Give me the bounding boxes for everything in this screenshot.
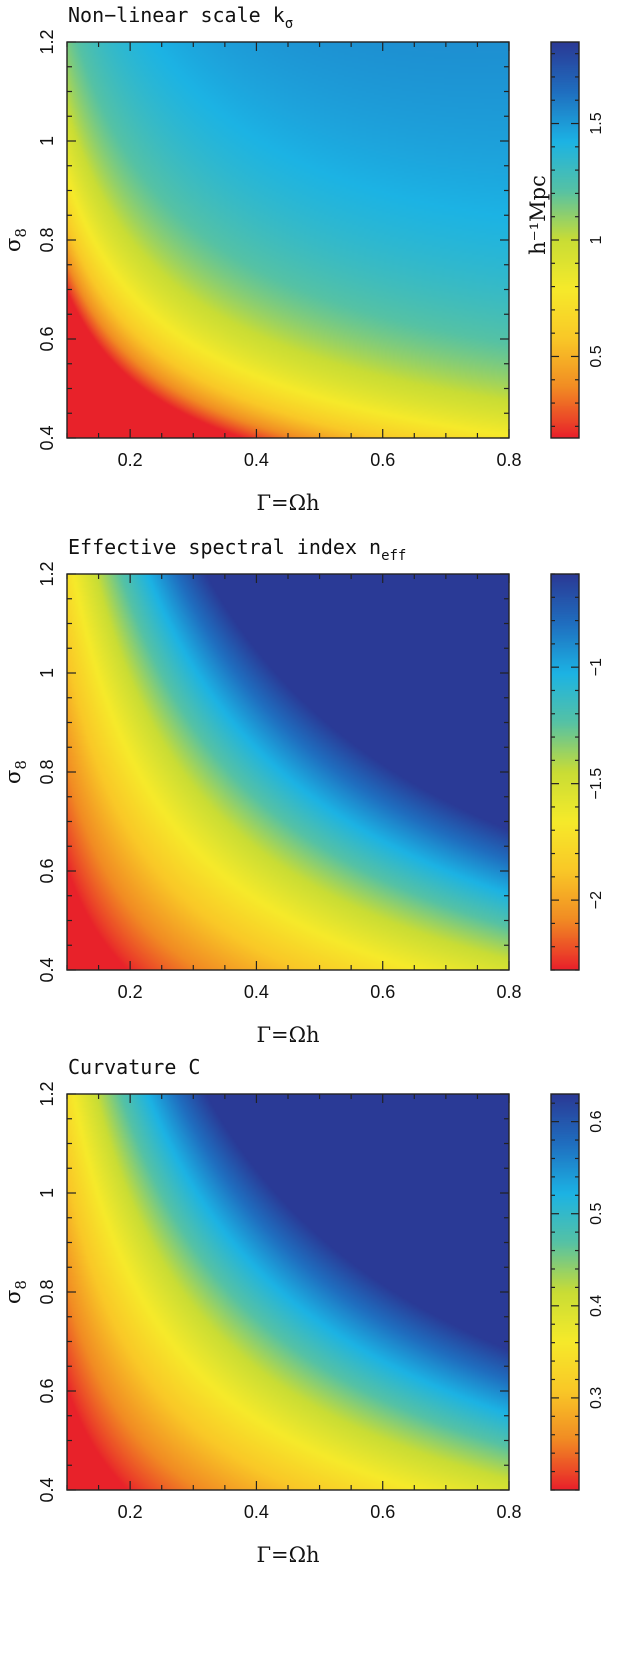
chart-title: Non−linear scale kσ (68, 3, 293, 32)
colorbar-frame (550, 1093, 580, 1491)
y-tick-label: 1.2 (37, 561, 57, 586)
colorbar-ticks: −2 −1.5 −1 (551, 573, 605, 971)
y-axis-label: σ8 (1, 760, 30, 784)
colorbar-tick-label: 0.5 (588, 345, 605, 367)
y-tick-label: 0.8 (37, 1279, 57, 1304)
colorbar-ticks: 0.5 1 1.5 (551, 53, 605, 427)
colorbar-tick-label: −1.5 (588, 768, 605, 800)
y-tick-label: 0.4 (37, 957, 57, 982)
y-tick-label: 0.6 (37, 858, 57, 883)
heatmap-image (67, 42, 509, 438)
x-tick-label: 0.2 (118, 450, 143, 470)
x-axis: 0.2 0.4 0.6 0.8 (66, 574, 522, 1002)
panel-spectral-index: Effective spectral index neff 0.2 0.4 0.6 0… (0, 532, 643, 1088)
colorbar-tick-label: 0.5 (588, 1203, 605, 1225)
y-tick-label: 1.2 (37, 1081, 57, 1106)
x-tick-label: 0.4 (244, 982, 269, 1002)
y-tick-label: 0.8 (37, 759, 57, 784)
x-tick-label: 0.8 (496, 450, 521, 470)
y-tick-label: 0.4 (37, 425, 57, 450)
y-tick-label: 0.6 (37, 326, 57, 351)
y-axis: 0.4 0.6 0.8 1 1.2 (37, 561, 509, 983)
colorbar-tick-label: 0.6 (588, 1110, 605, 1132)
y-axis-label: σ8 (1, 1280, 30, 1304)
x-tick-label: 0.6 (370, 1502, 395, 1522)
x-axis-label: Γ=Ωh (256, 491, 319, 515)
x-tick-label: 0.4 (244, 1502, 269, 1522)
colorbar (551, 1094, 579, 1490)
heatmap-chart: Effective spectral index neff 0.2 0.4 0.6 0… (1, 535, 605, 1047)
colorbar (551, 574, 579, 970)
colorbar-tick-label: 0.3 (588, 1387, 605, 1409)
heatmap-image (67, 1094, 509, 1490)
colorbar-tick-label: −1 (588, 658, 605, 676)
x-tick-label: 0.2 (118, 982, 143, 1002)
x-tick-label: 0.8 (496, 1502, 521, 1522)
y-tick-label: 0.6 (37, 1378, 57, 1403)
colorbar-tick-label: 1.5 (588, 112, 605, 134)
y-tick-label: 0.8 (37, 227, 57, 252)
heatmap-chart: Curvature C 0.2 0.4 0.6 0.8 0.4 0.6 0.8 1 1.2 Γ… (1, 1055, 605, 1567)
x-tick-label: 0.4 (244, 450, 269, 470)
chart-title: Curvature C (68, 1055, 200, 1079)
y-tick-label: 1 (37, 1188, 57, 1198)
x-tick-label: 0.2 (118, 1502, 143, 1522)
chart-title: Effective spectral index neff (68, 535, 406, 564)
heatmap-image (67, 574, 509, 970)
y-tick-label: 0.4 (37, 1477, 57, 1502)
x-axis: 0.2 0.4 0.6 0.8 (66, 42, 522, 470)
colorbar-ticks: 0.3 0.4 0.5 0.6 (551, 1102, 605, 1491)
x-axis-label: Γ=Ωh (256, 1543, 319, 1567)
x-tick-label: 0.6 (370, 450, 395, 470)
x-tick-label: 0.6 (370, 982, 395, 1002)
x-axis-label: Γ=Ωh (256, 1023, 319, 1047)
colorbar-label: h⁻¹Mpc (526, 175, 550, 255)
y-axis-label: σ8 (1, 228, 30, 252)
panel-curvature: Curvature C 0.2 0.4 0.6 0.8 0.4 0.6 0.8 1 1.2 Γ… (0, 1052, 643, 1608)
x-axis: 0.2 0.4 0.6 0.8 (66, 1094, 522, 1522)
y-tick-label: 1 (37, 136, 57, 146)
panel-nonlinear-scale: Non−linear scale kσ 0.2 0.4 0.6 0.8 0.4 0.6 0… (0, 0, 643, 556)
x-tick-label: 0.8 (496, 982, 521, 1002)
y-axis: 0.4 0.6 0.8 1 1.2 (37, 29, 509, 451)
colorbar-tick-label: −2 (588, 891, 605, 909)
y-tick-label: 1 (37, 668, 57, 678)
heatmap-chart: Non−linear scale kσ 0.2 0.4 0.6 0.8 0.40.60… (1, 3, 605, 515)
colorbar-tick-label: 0.4 (588, 1295, 605, 1317)
y-axis: 0.4 0.6 0.8 1 1.2 (37, 1081, 509, 1503)
y-tick-label: 1.2 (37, 29, 57, 54)
colorbar-frame (550, 573, 580, 971)
colorbar-tick-label: 1 (588, 235, 605, 244)
